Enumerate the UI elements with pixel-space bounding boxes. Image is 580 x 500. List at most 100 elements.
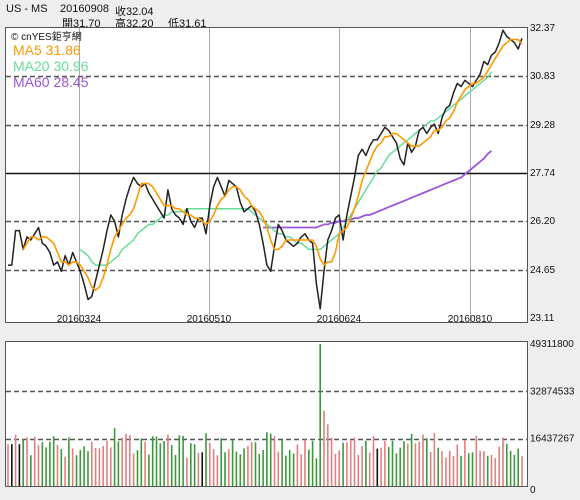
volume-bar xyxy=(56,444,59,486)
volume-bar xyxy=(106,440,108,486)
volume-bar xyxy=(338,450,340,486)
volume-bar xyxy=(140,438,143,486)
volume-bar xyxy=(464,440,466,486)
volume-bar xyxy=(418,441,420,486)
volume-bar xyxy=(136,450,139,486)
price-chart-pane: 20160324 20160510 20160624 20160810 © cnYES… xyxy=(5,27,528,323)
volume-bar xyxy=(391,440,394,486)
volume-bar xyxy=(121,437,123,486)
series-line-ma60 xyxy=(263,150,493,229)
ma60-legend: MA60 28.45 xyxy=(13,74,89,90)
volume-bar xyxy=(30,455,32,486)
volume-bar xyxy=(18,444,21,486)
volume-bar xyxy=(311,440,314,486)
volume-bar xyxy=(273,435,276,486)
volume-bar xyxy=(250,442,253,486)
volume-bar xyxy=(201,452,203,486)
volume-bar xyxy=(33,436,36,486)
volume-bar xyxy=(170,445,173,486)
volume-bar xyxy=(292,453,295,486)
volume-bar xyxy=(513,454,516,486)
volume-bar xyxy=(64,456,66,486)
volume-bar xyxy=(178,435,181,486)
volume-bar xyxy=(22,439,24,486)
volume-bar xyxy=(231,440,234,486)
volume-y-tick-label: 0 xyxy=(530,485,536,496)
volume-bar xyxy=(407,443,409,486)
price-y-tick-label: 32.37 xyxy=(530,23,555,34)
volume-bar xyxy=(448,450,451,486)
volume-bar xyxy=(37,445,40,486)
volume-bar xyxy=(159,443,162,486)
volume-bar xyxy=(11,444,13,486)
volume-bar xyxy=(486,455,489,486)
volume-bar xyxy=(483,451,485,486)
volume-bar xyxy=(163,441,165,486)
volume-bar xyxy=(235,451,238,486)
volume-bar xyxy=(94,448,97,486)
volume-bar xyxy=(197,452,200,486)
volume-bar xyxy=(490,454,493,486)
volume-bar xyxy=(91,441,93,486)
date-label: 20160908 xyxy=(60,3,109,15)
volume-bar xyxy=(41,442,44,486)
volume-bar xyxy=(117,441,120,486)
volume-bar xyxy=(441,451,443,486)
volume-y-axis: 49311800 32874533 16437267 0 xyxy=(530,339,575,496)
volume-bar xyxy=(414,443,417,486)
volume-bar xyxy=(422,434,424,486)
volume-bar xyxy=(224,452,226,486)
volume-bar xyxy=(277,451,280,486)
volume-bar xyxy=(403,441,405,486)
volume-bar xyxy=(327,424,329,486)
volume-bar xyxy=(315,458,318,486)
volume-bar xyxy=(471,452,474,486)
volume-bar xyxy=(410,433,413,486)
volume-bar xyxy=(167,434,169,486)
volume-bar xyxy=(243,448,245,486)
volume-bar xyxy=(182,435,184,486)
volume-bar xyxy=(151,436,154,486)
volume-bar xyxy=(79,450,82,486)
series-line-ma5 xyxy=(22,38,523,291)
volume-bar xyxy=(323,410,325,486)
volume-bar xyxy=(296,444,299,486)
volume-bar xyxy=(205,433,207,486)
volume-bar xyxy=(193,444,196,486)
volume-bar xyxy=(285,455,287,486)
volume-bar xyxy=(247,446,249,486)
price-y-tick-label: 26.20 xyxy=(530,216,555,227)
volume-bar xyxy=(174,454,177,486)
volume-bar xyxy=(437,447,439,486)
volume-bar xyxy=(75,455,78,486)
volume-bar xyxy=(467,453,470,486)
volume-bar xyxy=(395,453,398,486)
volume-bar xyxy=(426,438,428,486)
volume-bar xyxy=(445,457,447,486)
volume-bar xyxy=(475,435,478,486)
volume-bar xyxy=(365,440,367,486)
symbol-label: US - MS xyxy=(6,3,48,15)
volume-bar xyxy=(288,450,291,486)
volume-bar xyxy=(98,448,101,486)
volume-y-tick-label: 16437267 xyxy=(530,434,575,445)
volume-bar xyxy=(26,437,28,486)
price-y-tick-label: 29.28 xyxy=(530,120,555,131)
volume-bar xyxy=(155,436,158,486)
volume-chart-svg xyxy=(6,344,527,486)
volume-bar xyxy=(452,456,455,486)
volume-bar xyxy=(216,455,219,486)
volume-bar xyxy=(387,447,390,486)
volume-bar xyxy=(125,433,127,486)
volume-bar xyxy=(258,454,261,486)
close-price-label: 收32.04 xyxy=(115,6,154,18)
volume-bar xyxy=(380,447,382,486)
volume-bar xyxy=(148,454,150,486)
volume-bar xyxy=(357,454,360,486)
volume-y-tick-label: 49311800 xyxy=(530,339,574,350)
volume-bar xyxy=(281,440,283,486)
volume-bar xyxy=(376,448,379,486)
volume-bar xyxy=(186,457,188,486)
x-tick-label: 20160624 xyxy=(317,314,362,322)
